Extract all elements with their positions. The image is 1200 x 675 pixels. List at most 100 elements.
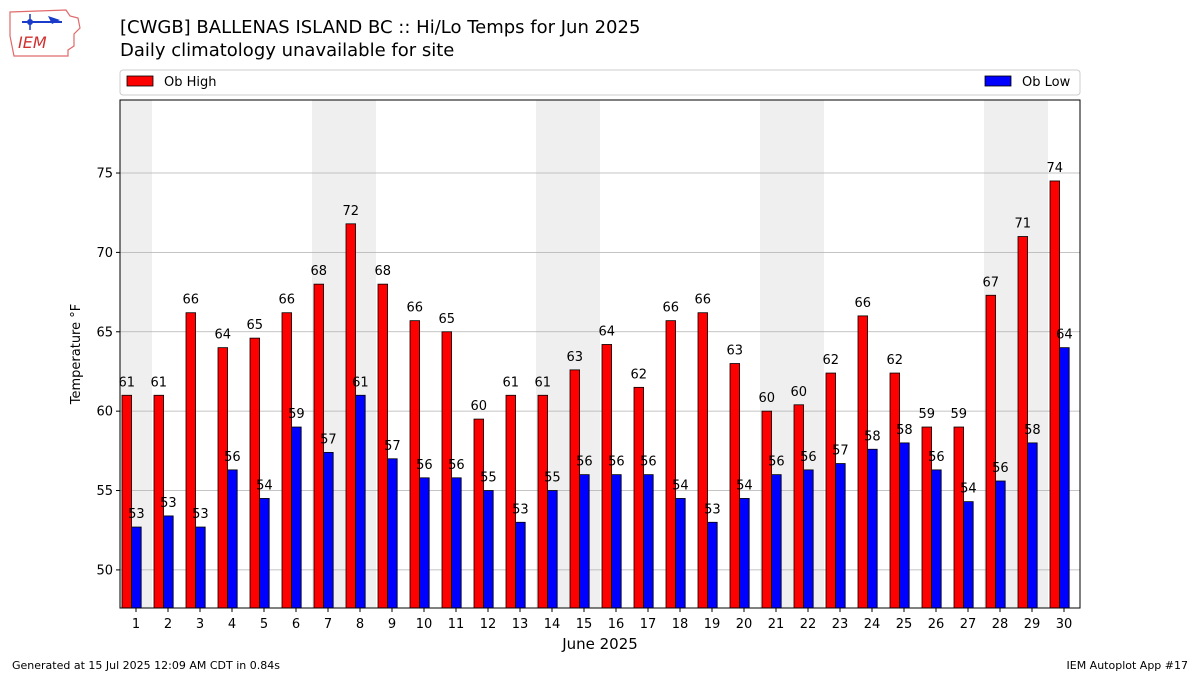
- high-label-29: 71: [1015, 217, 1032, 232]
- x-tick-label-13: 13: [512, 617, 529, 632]
- legend: Ob High Ob Low: [119, 69, 1081, 96]
- low-bar-19: [707, 521, 718, 609]
- low-label-19: 53: [704, 502, 721, 517]
- chart-subtitle: Daily climatology unavailable for site: [120, 40, 455, 61]
- y-tick-label-55: 55: [96, 484, 113, 499]
- high-label-14: 61: [535, 375, 552, 390]
- low-label-6: 59: [288, 407, 305, 422]
- x-tick-label-10: 10: [416, 617, 433, 632]
- low-bar-16: [611, 474, 622, 609]
- x-axis-label: June 2025: [561, 635, 638, 653]
- x-tick-label-26: 26: [928, 617, 945, 632]
- footer-app-text: IEM Autoplot App #17: [1066, 659, 1189, 672]
- footer-generated-text: Generated at 15 Jul 2025 12:09 AM CDT in…: [12, 659, 280, 672]
- high-bar-30: [1049, 180, 1061, 609]
- low-bar-1: [131, 526, 142, 609]
- low-label-11: 56: [448, 458, 465, 473]
- x-tick-label-6: 6: [292, 617, 300, 632]
- high-label-6: 66: [279, 293, 296, 308]
- high-bar-16: [601, 344, 613, 609]
- high-bar-14: [537, 394, 549, 609]
- low-bar-26: [931, 469, 942, 609]
- high-bar-22: [793, 404, 805, 609]
- x-tick-label-7: 7: [324, 617, 332, 632]
- low-label-28: 56: [992, 461, 1009, 476]
- x-tick-label-21: 21: [768, 617, 785, 632]
- y-tick-label-65: 65: [96, 325, 113, 340]
- x-tick-label-14: 14: [544, 617, 561, 632]
- high-label-16: 64: [599, 324, 616, 339]
- high-label-26: 59: [919, 407, 936, 422]
- x-tick-label-15: 15: [576, 617, 593, 632]
- x-tick-label-25: 25: [896, 617, 913, 632]
- low-label-13: 53: [512, 502, 529, 517]
- low-label-29: 58: [1024, 423, 1041, 438]
- low-label-10: 56: [416, 458, 433, 473]
- high-label-28: 67: [983, 275, 1000, 290]
- high-label-21: 60: [759, 391, 776, 406]
- high-label-1: 61: [119, 375, 136, 390]
- low-label-12: 55: [480, 471, 497, 486]
- low-bar-17: [643, 474, 654, 609]
- bar-labels: 61 61 66 64 65 66 68 72 68 66 65 60 61 61 63 64 62 66 66 63…: [119, 161, 1073, 522]
- high-label-18: 66: [663, 301, 680, 316]
- high-bar-15: [569, 369, 581, 609]
- low-label-5: 54: [256, 478, 273, 493]
- high-label-27: 59: [951, 407, 968, 422]
- high-label-15: 63: [567, 350, 584, 365]
- low-bar-27: [963, 501, 974, 609]
- low-label-23: 57: [832, 444, 849, 459]
- low-bar-18: [675, 498, 686, 609]
- high-bar-12: [473, 418, 485, 609]
- low-label-22: 56: [800, 450, 817, 465]
- low-label-14: 55: [544, 471, 561, 486]
- high-label-7: 68: [311, 264, 328, 279]
- low-bar-28: [995, 480, 1006, 609]
- high-bar-27: [953, 426, 965, 609]
- x-tick-label-17: 17: [640, 617, 657, 632]
- legend-label-high: Ob High: [164, 75, 217, 90]
- high-label-9: 68: [375, 264, 392, 279]
- x-tick-label-22: 22: [800, 617, 817, 632]
- high-label-23: 62: [823, 353, 840, 368]
- x-tick-label-5: 5: [260, 617, 268, 632]
- chart-title: [CWGB] BALLENAS ISLAND BC :: Hi/Lo Temps…: [120, 17, 641, 38]
- low-label-2: 53: [160, 496, 177, 511]
- x-tick-label-11: 11: [448, 617, 465, 632]
- y-axis: 50 55 60 65 70 75: [96, 167, 120, 578]
- high-bar-21: [761, 410, 773, 609]
- low-label-27: 54: [960, 482, 977, 497]
- plot-frame: [119, 99, 1081, 609]
- high-bar-28: [985, 294, 997, 609]
- low-bar-20: [739, 498, 750, 609]
- low-bar-30: [1059, 347, 1070, 609]
- low-bar-24: [867, 448, 878, 609]
- bars: [121, 180, 1070, 609]
- x-tick-label-3: 3: [196, 617, 204, 632]
- low-bar-21: [771, 474, 782, 609]
- low-bar-11: [451, 477, 462, 609]
- low-bar-4: [227, 469, 238, 609]
- low-label-24: 58: [864, 429, 881, 444]
- high-label-24: 66: [855, 296, 872, 311]
- high-label-4: 64: [215, 328, 232, 343]
- low-bar-3: [195, 526, 206, 609]
- high-label-13: 61: [503, 375, 520, 390]
- y-tick-label-50: 50: [96, 563, 113, 578]
- low-label-15: 56: [576, 455, 593, 470]
- grid-lines: [120, 172, 1080, 571]
- high-bar-18: [665, 320, 677, 609]
- high-label-5: 65: [247, 318, 264, 333]
- high-label-8: 72: [343, 204, 360, 219]
- x-axis: 1 2 3 4 5 6 7 8 9 10 11 12 13 14 15 16 17 18 19 20 21 22 23 24 2…: [132, 608, 1072, 632]
- high-label-3: 66: [183, 293, 200, 308]
- high-bar-23: [825, 372, 837, 609]
- low-bar-6: [291, 426, 302, 609]
- low-label-21: 56: [768, 455, 785, 470]
- iowa-outline-icon: [9, 9, 81, 57]
- high-label-25: 62: [887, 353, 904, 368]
- iem-logo: IEM: [9, 9, 81, 57]
- low-bar-29: [1027, 442, 1038, 609]
- high-bar-17: [633, 386, 645, 609]
- high-label-17: 62: [631, 367, 648, 382]
